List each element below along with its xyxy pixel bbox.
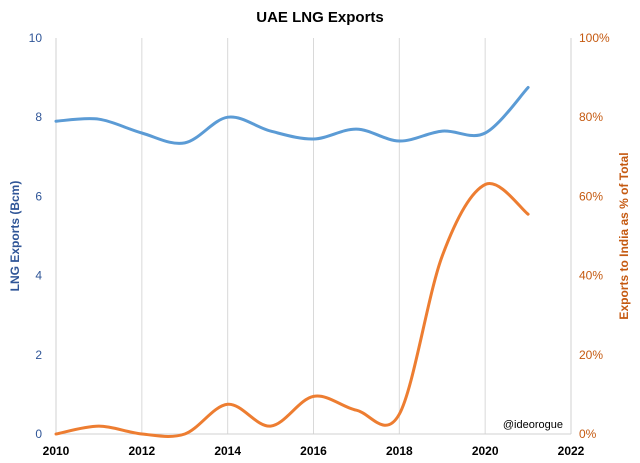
left-tick-label: 4 — [35, 269, 42, 283]
india-share-point-2010 — [54, 432, 58, 436]
lng-exports-point-2019 — [440, 129, 444, 133]
x-tick-label: 2010 — [43, 444, 70, 458]
lng-exports-point-2013 — [183, 141, 187, 145]
india-share-point-2014 — [226, 402, 230, 406]
lng-exports-point-2014 — [226, 115, 230, 119]
x-tick-label: 2022 — [558, 444, 585, 458]
india-share-point-2012 — [140, 432, 144, 436]
watermark-annotation: @ideorogue — [503, 419, 563, 431]
lng-exports-point-2012 — [140, 131, 144, 135]
india-share-point-2020 — [483, 183, 487, 187]
right-tick-label: 40% — [579, 269, 603, 283]
right-tick-label: 0% — [579, 427, 597, 441]
right-tick-label: 100% — [579, 31, 610, 45]
lng-exports-point-2017 — [354, 127, 358, 131]
x-tick-label: 2014 — [214, 444, 241, 458]
series-layer — [54, 86, 530, 438]
left-axis-label: LNG Exports (Bcm) — [8, 181, 22, 292]
left-tick-label: 8 — [35, 110, 42, 124]
x-tick-label: 2012 — [128, 444, 155, 458]
tick-labels: 2010 2012 2014 2016 2018 2020 202202468100%20%… — [29, 31, 610, 458]
lng-exports-point-2011 — [97, 117, 101, 121]
right-tick-label: 60% — [579, 189, 603, 203]
india-share-point-2018 — [397, 412, 401, 416]
india-share-point-2017 — [354, 408, 358, 412]
lng-exports-point-2021 — [526, 86, 530, 90]
india-share-point-2015 — [269, 424, 273, 428]
india-share-line — [54, 182, 530, 438]
chart-title: UAE LNG Exports — [256, 9, 384, 26]
left-tick-label: 0 — [35, 427, 42, 441]
lng-exports-point-2018 — [397, 139, 401, 143]
right-tick-label: 20% — [579, 348, 603, 362]
india-share-point-2021 — [526, 212, 530, 216]
x-tick-label: 2016 — [300, 444, 327, 458]
right-axis-label: Exports to India as % of Total — [617, 152, 631, 319]
left-tick-label: 10 — [29, 31, 43, 45]
india-share-point-2019 — [440, 254, 444, 258]
x-tick-label: 2018 — [386, 444, 413, 458]
lng-exports-point-2016 — [312, 137, 316, 141]
india-share-point-2016 — [312, 394, 316, 398]
india-share-point-2013 — [183, 432, 187, 436]
gridlines — [55, 38, 572, 434]
left-tick-label: 2 — [35, 348, 42, 362]
x-tick-label: 2020 — [472, 444, 499, 458]
india-share-point-2011 — [97, 424, 101, 428]
lng-exports-point-2010 — [54, 119, 58, 123]
lng-exports-line — [54, 86, 530, 145]
lng-exports-point-2020 — [483, 131, 487, 135]
right-tick-label: 80% — [579, 110, 603, 124]
lng-exports-point-2015 — [269, 129, 273, 133]
left-tick-label: 6 — [35, 189, 42, 203]
